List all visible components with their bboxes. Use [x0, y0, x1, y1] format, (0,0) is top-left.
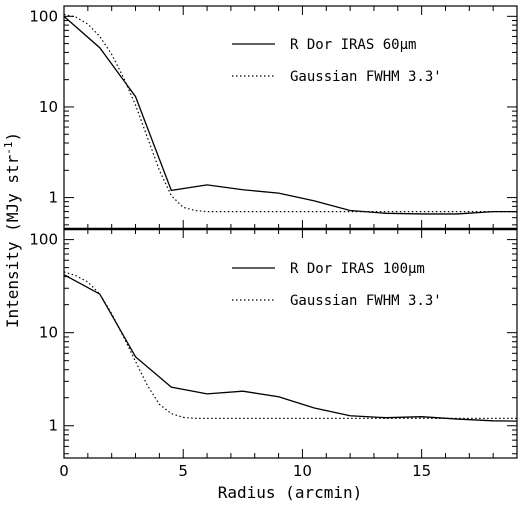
- observed-profile-line: [63, 15, 517, 215]
- legend-label: Gaussian FWHM 3.3': [290, 69, 442, 85]
- y-tick-label: 100: [29, 231, 58, 249]
- y-tick-label: 10: [39, 324, 58, 342]
- y-tick-label: 10: [39, 98, 58, 116]
- y-axis-title-superscript: -1: [2, 142, 15, 155]
- gaussian-fit-line: [63, 271, 517, 419]
- legend-label: R Dor IRAS 60μm: [290, 37, 416, 53]
- x-tick-label: 0: [59, 462, 69, 480]
- x-tick-label: 15: [412, 462, 431, 480]
- legend-label: Gaussian FWHM 3.3': [290, 293, 442, 309]
- gaussian-fit-line: [63, 13, 517, 213]
- x-tick-label: 5: [178, 462, 188, 480]
- x-tick-label: 10: [293, 462, 312, 480]
- y-tick-label: 100: [29, 7, 58, 25]
- y-tick-label: 1: [48, 417, 58, 435]
- bottom-panel: 0 5 10 15 1 10 100 R Dor IRAS 100μm Gaussian FWH…: [29, 228, 518, 480]
- x-axis-title: Radius (arcmin): [218, 483, 363, 502]
- y-axis-title: Intensity (MJy str-1): [2, 132, 23, 328]
- legend-label: R Dor IRAS 100μm: [290, 261, 425, 277]
- top-panel: 1 10 100 R Dor IRAS 60μm Gaussian FWHM 3.3': [29, 5, 518, 230]
- y-tick-label: 1: [48, 189, 58, 207]
